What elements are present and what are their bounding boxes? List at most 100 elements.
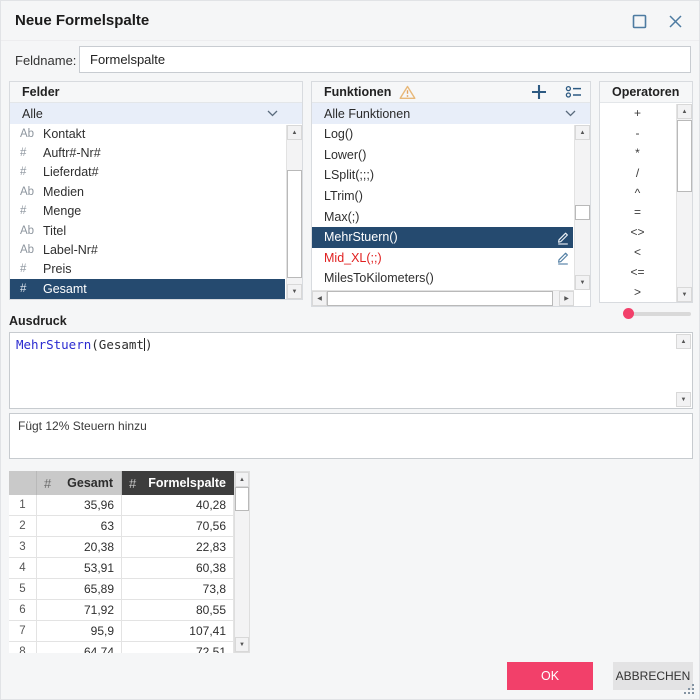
expression-editor[interactable]: MehrStuern(Gesamt) ▲ ▼ bbox=[9, 332, 693, 409]
scroll-up-button[interactable]: ▲ bbox=[575, 125, 590, 140]
slider-knob[interactable] bbox=[623, 308, 634, 319]
maximize-icon[interactable] bbox=[629, 11, 649, 31]
scroll-thumb[interactable] bbox=[235, 487, 249, 511]
scroll-left-button[interactable]: ◀ bbox=[312, 291, 327, 306]
operator-item[interactable]: <> bbox=[630, 225, 645, 240]
field-list-item[interactable]: Ab Label-Nr# bbox=[10, 240, 285, 259]
field-list-item[interactable]: Ab Medien bbox=[10, 182, 285, 201]
scroll-down-button[interactable]: ▼ bbox=[677, 287, 692, 302]
gesamt-cell[interactable]: 63 bbox=[37, 516, 122, 537]
felder-filter-dropdown[interactable]: Alle bbox=[10, 103, 302, 124]
ok-button[interactable]: OK bbox=[507, 662, 593, 690]
operator-item[interactable]: / bbox=[635, 165, 640, 180]
field-list-item[interactable]: Ab Kontakt bbox=[10, 124, 285, 143]
function-list-item[interactable]: LTrim() bbox=[312, 186, 573, 207]
row-number-cell: 2 bbox=[9, 516, 37, 537]
row-number-cell: 7 bbox=[9, 621, 37, 642]
zoom-slider bbox=[623, 307, 691, 320]
function-list-item[interactable]: Lower() bbox=[312, 145, 573, 166]
function-item-label: Max(;) bbox=[324, 209, 360, 224]
feldname-input[interactable] bbox=[79, 46, 691, 73]
formelspalte-column-header[interactable]: # Formelspalte bbox=[122, 471, 234, 495]
operator-item[interactable]: ^ bbox=[634, 185, 641, 200]
funktionen-panel-header: Funktionen bbox=[312, 82, 590, 103]
preview-table-body: 1 35,96 40,28 2 63 70,56 3 20,38 22,83 4 53,91 60,3… bbox=[9, 495, 234, 653]
formelspalte-cell[interactable]: 73,8 bbox=[122, 579, 234, 600]
gesamt-cell[interactable]: 65,89 bbox=[37, 579, 122, 600]
function-list-options-icon[interactable] bbox=[565, 85, 582, 99]
operator-item[interactable]: + bbox=[633, 105, 641, 120]
scroll-down-button[interactable]: ▼ bbox=[575, 275, 590, 290]
edit-pencil[interactable] bbox=[556, 250, 569, 265]
operator-item[interactable]: < bbox=[633, 245, 641, 260]
add-function-icon[interactable] bbox=[531, 84, 547, 100]
row-number-header bbox=[9, 471, 37, 495]
operatoren-panel: Operatoren + - * / ^ = <> < <= > ▲ ▼ bbox=[599, 81, 693, 303]
formelspalte-cell[interactable]: 80,55 bbox=[122, 600, 234, 621]
scroll-up-button[interactable]: ▲ bbox=[677, 104, 692, 119]
scroll-right-button[interactable]: ▶ bbox=[559, 291, 574, 306]
function-list-item[interactable]: MehrStuern() bbox=[312, 226, 573, 248]
row-number-cell: 3 bbox=[9, 537, 37, 558]
cancel-button[interactable]: ABBRECHEN bbox=[613, 662, 693, 690]
field-list-item[interactable]: # Lieferdat# bbox=[10, 163, 285, 182]
function-list-item[interactable]: MilesToKilometers() bbox=[312, 268, 573, 289]
scroll-up-button[interactable]: ▲ bbox=[287, 125, 302, 140]
operatoren-panel-header: Operatoren bbox=[600, 82, 692, 103]
formelspalte-cell[interactable]: 22,83 bbox=[122, 537, 234, 558]
edit-pencil[interactable] bbox=[556, 230, 569, 245]
formelspalte-cell[interactable]: 70,56 bbox=[122, 516, 234, 537]
scroll-down-button[interactable]: ▼ bbox=[235, 637, 249, 652]
field-list-item[interactable]: # Preis bbox=[10, 260, 285, 279]
close-icon[interactable] bbox=[665, 11, 685, 31]
field-type-icon: Ab bbox=[20, 127, 35, 140]
scroll-thumb[interactable] bbox=[677, 120, 692, 192]
function-list-item[interactable]: LSplit(;;;) bbox=[312, 165, 573, 186]
gesamt-cell[interactable]: 95,9 bbox=[37, 621, 122, 642]
slider-track[interactable] bbox=[627, 312, 691, 316]
table-row: 2 63 70,56 bbox=[9, 516, 234, 537]
formelspalte-cell[interactable]: 72,51 bbox=[122, 642, 234, 653]
edit-pencil-icon[interactable] bbox=[556, 230, 569, 245]
scroll-up-button[interactable]: ▲ bbox=[676, 334, 691, 349]
function-list-item[interactable]: Max(;) bbox=[312, 206, 573, 227]
scroll-thumb[interactable] bbox=[575, 205, 590, 220]
formelspalte-cell[interactable]: 107,41 bbox=[122, 621, 234, 642]
title-bar: Neue Formelspalte bbox=[1, 1, 699, 41]
warning-icon[interactable] bbox=[399, 85, 416, 100]
operator-item[interactable]: > bbox=[633, 284, 641, 299]
funktionen-title: Funktionen bbox=[324, 85, 392, 99]
function-list-item[interactable]: Log() bbox=[312, 124, 573, 145]
scroll-down-button[interactable]: ▼ bbox=[287, 284, 302, 299]
scroll-thumb[interactable] bbox=[287, 170, 302, 278]
edit-pencil-icon[interactable] bbox=[556, 250, 569, 265]
field-list-item[interactable]: # Gesamt bbox=[10, 279, 285, 299]
field-type-icon: Ab bbox=[20, 224, 35, 237]
operator-item[interactable]: - bbox=[635, 125, 640, 140]
function-list-item[interactable]: Mid_XL(;;) bbox=[312, 248, 573, 269]
funktionen-list: Log() Lower() LSplit(;;;) LTrim() Max(;) Mehr… bbox=[312, 124, 590, 290]
field-item-label: Preis bbox=[43, 262, 72, 277]
gesamt-cell[interactable]: 20,38 bbox=[37, 537, 122, 558]
resize-grip-icon[interactable] bbox=[684, 684, 695, 695]
formelspalte-cell[interactable]: 40,28 bbox=[122, 495, 234, 516]
scroll-down-button[interactable]: ▼ bbox=[676, 392, 691, 407]
funktionen-filter-dropdown[interactable]: Alle Funktionen bbox=[312, 103, 590, 124]
operatoren-list: + - * / ^ = <> < <= > bbox=[600, 103, 692, 302]
field-list-item[interactable]: # Auftr#-Nr# bbox=[10, 143, 285, 162]
field-list-item[interactable]: # Menge bbox=[10, 202, 285, 221]
operator-item[interactable]: * bbox=[635, 145, 640, 160]
gesamt-cell[interactable]: 35,96 bbox=[37, 495, 122, 516]
gesamt-cell[interactable]: 71,92 bbox=[37, 600, 122, 621]
formelspalte-cell[interactable]: 60,38 bbox=[122, 558, 234, 579]
operator-item[interactable]: = bbox=[633, 205, 641, 220]
gesamt-cell[interactable]: 64,74 bbox=[37, 642, 122, 653]
field-type-icon: Ab bbox=[20, 244, 35, 257]
scroll-up-button[interactable]: ▲ bbox=[235, 472, 249, 487]
function-item-label: LTrim() bbox=[324, 189, 363, 204]
gesamt-column-header[interactable]: # Gesamt bbox=[37, 471, 122, 495]
gesamt-cell[interactable]: 53,91 bbox=[37, 558, 122, 579]
field-list-item[interactable]: Ab Titel bbox=[10, 221, 285, 240]
operator-item[interactable]: <= bbox=[630, 265, 645, 280]
scroll-thumb[interactable] bbox=[327, 291, 553, 306]
